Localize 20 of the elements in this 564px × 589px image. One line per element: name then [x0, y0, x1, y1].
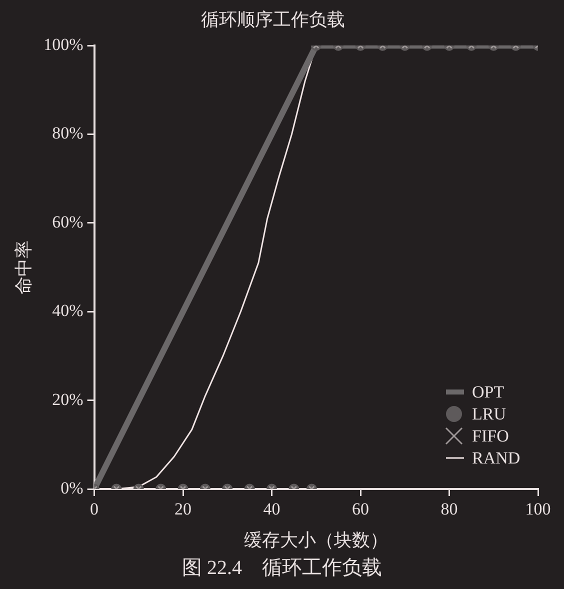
y-axis-title: 命中率 [14, 240, 34, 294]
x-axis-title: 缓存大小（块数） [244, 530, 388, 550]
x-tick-label: 0 [90, 500, 99, 519]
y-tick-label: 40% [52, 301, 84, 320]
legend-label: FIFO [472, 426, 509, 446]
x-tick-label: 60 [352, 500, 370, 519]
legend-label: OPT [472, 382, 505, 402]
x-tick-label: 100 [525, 500, 551, 519]
x-tick-label: 80 [440, 500, 458, 519]
legend-label: RAND [472, 448, 520, 468]
x-tick-label: 40 [263, 500, 280, 519]
x-tick-label: 20 [174, 500, 192, 519]
y-tick-label: 0% [60, 478, 84, 498]
chart-title: 循环顺序工作负载 [201, 10, 345, 30]
y-tick-label: 80% [52, 124, 84, 143]
y-tick-label: 100% [44, 35, 84, 54]
y-tick-label: 20% [52, 390, 84, 409]
legend-label: LRU [472, 404, 506, 424]
caption: 图 22.4 循环工作负载 [181, 556, 383, 581]
y-tick-label: 60% [52, 212, 84, 232]
